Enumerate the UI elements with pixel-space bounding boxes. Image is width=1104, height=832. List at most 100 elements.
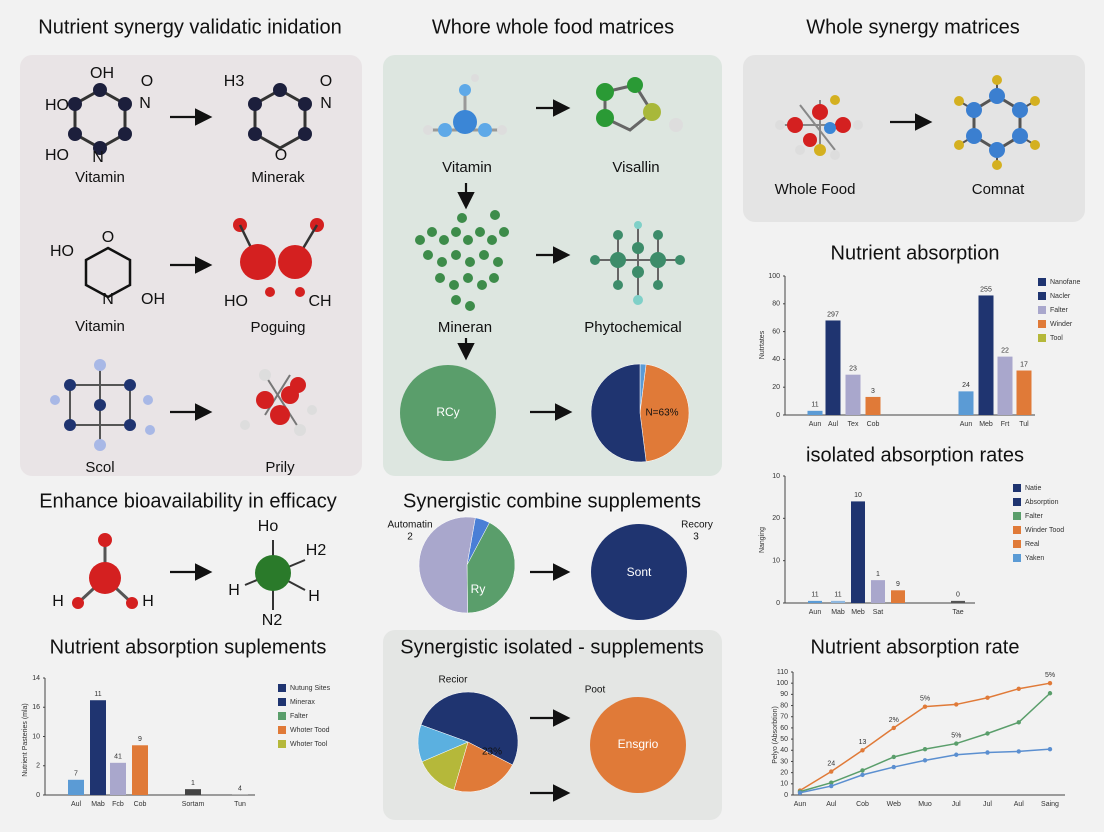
y-tick-label: 20 (772, 515, 780, 522)
molecule-label: Phytochemical (584, 319, 682, 336)
bar (1016, 370, 1032, 415)
molecule-drawings (610, 252, 626, 268)
bar (997, 356, 1013, 415)
x-tick-label: Aul (828, 421, 839, 428)
line-point (922, 758, 928, 763)
molecule-label: Vitamin (75, 318, 125, 335)
molecule-drawings (265, 287, 275, 297)
pie-slice (590, 697, 686, 793)
line-point (922, 746, 928, 752)
y-tick-label: 0 (36, 792, 40, 799)
molecule-drawings (459, 84, 471, 96)
atom-label: O (102, 229, 114, 246)
molecule-drawings (94, 399, 106, 411)
molecule-drawings (596, 83, 614, 101)
annotation: 24 (827, 760, 835, 767)
molecule-drawings (487, 235, 497, 245)
pie-label: Ry (471, 582, 486, 596)
molecule-drawings (64, 379, 136, 431)
atom-label: HO (45, 97, 69, 114)
molecule-drawings (145, 425, 155, 435)
bar (951, 600, 965, 603)
x-tick-label: Tex (848, 421, 859, 428)
bar (831, 600, 845, 603)
annotation: 2% (889, 717, 899, 724)
legend-swatch (1038, 292, 1046, 300)
legend-label: Nutung Sites (290, 685, 331, 692)
molecule-drawings (966, 102, 982, 118)
atom-label: Ho (258, 518, 279, 535)
line-point (1047, 680, 1053, 686)
molecule-drawings (489, 273, 499, 283)
bar-label: 22 (1001, 347, 1009, 354)
atom-label: H (52, 593, 64, 610)
molecule-drawings (824, 122, 836, 134)
molecule-drawings (68, 127, 82, 141)
molecule-drawings (992, 75, 1002, 85)
molecule-drawings (775, 120, 863, 160)
pie-slice (400, 365, 496, 461)
line-point (797, 790, 803, 795)
molecule-drawings (256, 391, 274, 409)
molecule-drawings (596, 77, 643, 127)
molecule-drawings (669, 118, 683, 132)
molecule-drawings (415, 210, 509, 311)
legend-swatch (278, 698, 286, 706)
molecule-drawings (438, 123, 452, 137)
molecule-drawings (264, 374, 301, 431)
molecule-drawings (72, 597, 84, 609)
molecule-drawings (493, 257, 503, 267)
legend-label: Nacler (1050, 293, 1071, 300)
bar (825, 320, 841, 415)
x-tick-label: Jul (952, 801, 961, 808)
molecule-drawings (124, 379, 136, 391)
legend-label: Real (1025, 541, 1040, 548)
molecule-drawings (264, 374, 301, 431)
y-tick-label: 80 (772, 301, 780, 308)
pie-slice (591, 524, 687, 620)
molecule-drawings (787, 117, 803, 133)
molecule-drawings (633, 221, 643, 305)
molecule-drawings (248, 127, 262, 141)
x-tick-label: Aul (71, 801, 82, 808)
legend-swatch (1038, 334, 1046, 342)
molecule-drawings (423, 250, 433, 260)
atom-label: O (320, 73, 332, 90)
panel-title: Nutrient synergy validatic inidation (38, 16, 342, 38)
bar (110, 762, 126, 795)
legend-label: Absorption (1025, 499, 1059, 506)
chart-title: Nutrient absorption rate (810, 636, 1019, 658)
molecule-drawings (490, 210, 500, 220)
annotation: 5% (951, 732, 961, 739)
x-tick-label: Tae (952, 609, 963, 616)
line-point (954, 741, 959, 746)
bar (871, 580, 885, 603)
molecule-drawings (294, 424, 306, 436)
molecule-drawings (255, 555, 291, 591)
molecule-drawings (451, 295, 461, 305)
legend-swatch (1013, 540, 1021, 548)
annotation: N=63% (645, 408, 678, 419)
molecule-drawings (307, 405, 317, 415)
x-tick-label: Aun (794, 801, 807, 808)
line-point (829, 769, 834, 774)
panel-title: Whole synergy matrices (806, 16, 1019, 38)
molecule-drawings (438, 84, 492, 137)
molecule-drawings (94, 359, 106, 371)
y-tick-label: 110 (777, 669, 788, 676)
y-axis-title: Nutrtates (759, 330, 766, 359)
molecule-drawings (675, 255, 685, 265)
x-tick-label: Sat (873, 609, 884, 616)
atom-label: HO (224, 293, 248, 310)
bar (232, 794, 248, 795)
molecule-drawings (989, 88, 1005, 104)
molecule-drawings (50, 74, 1040, 610)
molecule-drawings (451, 250, 461, 260)
y-tick-label: 60 (772, 328, 780, 335)
y-axis-title: Nutrient Pasteries (mla) (22, 703, 29, 777)
line-point (1047, 691, 1053, 696)
line-point (1016, 720, 1021, 725)
molecule-drawings (1012, 102, 1028, 118)
molecule-label: Comnat (972, 181, 1025, 198)
molecule-drawings (64, 379, 76, 391)
